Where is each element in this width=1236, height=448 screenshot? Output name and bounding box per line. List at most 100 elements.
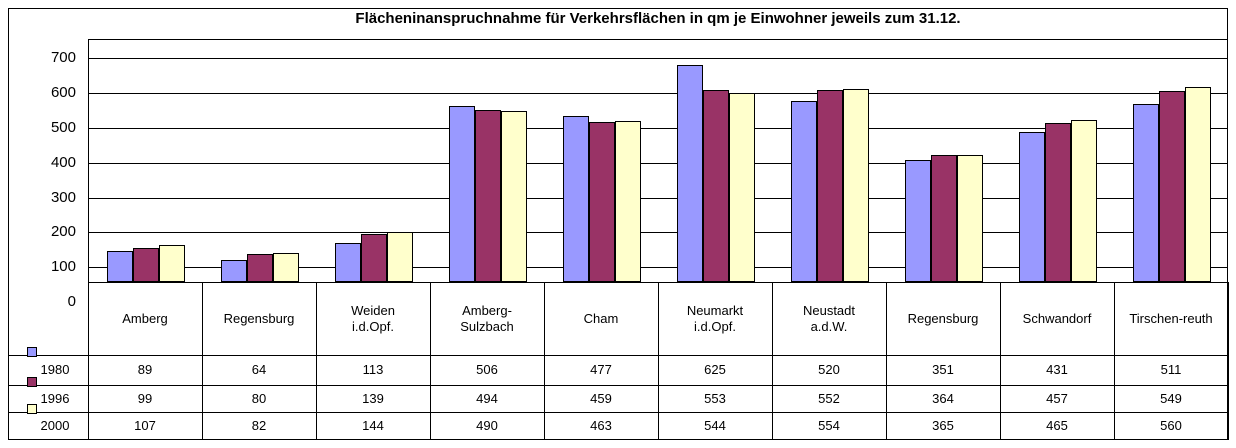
table-value: 477 — [590, 362, 612, 377]
bar — [387, 231, 413, 282]
bar — [677, 64, 703, 282]
table-value: 113 — [362, 362, 384, 377]
bar — [703, 89, 729, 282]
table-value: 490 — [476, 418, 498, 433]
y-tick-label: 500 — [50, 119, 76, 136]
table-value: 506 — [476, 362, 498, 377]
bar — [335, 242, 361, 282]
table-line — [658, 282, 659, 440]
table-value: 553 — [704, 390, 726, 406]
grid-line — [88, 93, 1228, 95]
y-tick-label: 600 — [50, 84, 76, 102]
bar — [159, 244, 185, 282]
table-value: 457 — [1046, 390, 1068, 406]
bar — [133, 247, 159, 282]
table-line — [202, 282, 203, 440]
table-line — [8, 412, 1228, 413]
bar — [1159, 90, 1185, 282]
legend-swatch — [27, 347, 37, 357]
category-label: Regensburg — [907, 311, 979, 326]
table-value: 459 — [590, 390, 612, 406]
legend-swatch — [27, 377, 37, 387]
table-value: 351 — [932, 362, 954, 377]
table-line — [316, 282, 317, 440]
grid-line — [88, 197, 1228, 199]
table-value: 89 — [137, 362, 153, 377]
table-value: 465 — [1046, 418, 1068, 433]
legend-label: 2000 — [40, 418, 70, 433]
table-value: 511 — [1160, 362, 1182, 377]
legend-label: 1996 — [40, 390, 70, 406]
table-line — [1000, 282, 1001, 440]
table-line — [544, 282, 545, 440]
grid-line — [88, 267, 1228, 269]
y-tick-label: 400 — [50, 153, 76, 171]
table-value: 64 — [251, 362, 267, 377]
table-value: 144 — [362, 418, 384, 433]
chart-frame — [8, 8, 1228, 440]
bar — [273, 253, 299, 282]
bar — [1045, 122, 1071, 282]
bar — [1133, 104, 1159, 282]
table-line — [772, 282, 773, 440]
y-tick-label: 700 — [50, 49, 76, 67]
table-value: 80 — [251, 390, 267, 406]
category-label: Amberg- Sulzbach — [460, 303, 514, 334]
bar — [563, 116, 589, 282]
bar — [905, 159, 931, 282]
table-value: 107 — [134, 418, 156, 433]
category-label: Regensburg — [223, 311, 295, 326]
table-value: 494 — [476, 390, 498, 406]
table-value: 365 — [932, 418, 954, 433]
y-tick-label: 0 — [67, 293, 76, 310]
category-label: Weiden i.d.Opf. — [351, 303, 395, 334]
table-value: 625 — [704, 362, 726, 377]
bar — [589, 122, 615, 282]
bar — [475, 110, 501, 282]
table-line — [430, 282, 431, 440]
grid-line — [88, 162, 1228, 164]
bar — [501, 111, 527, 282]
table-line — [8, 355, 1228, 356]
table-value: 364 — [932, 390, 954, 406]
category-label: Schwandorf — [1022, 311, 1092, 326]
legend-swatch — [27, 404, 37, 414]
category-label: Amberg — [122, 311, 168, 326]
bar — [931, 155, 957, 282]
bar — [729, 92, 755, 282]
bar — [843, 89, 869, 282]
table-value: 139 — [362, 390, 384, 406]
table-value: 544 — [704, 418, 726, 433]
table-line — [886, 282, 887, 440]
table-value: 431 — [1046, 362, 1068, 377]
bar — [221, 259, 247, 282]
bar — [1019, 132, 1045, 282]
chart-title: Flächeninanspruchnahme für Verkehrsfläch… — [355, 10, 961, 27]
grid-line — [88, 128, 1228, 129]
bar — [361, 233, 387, 282]
table-value: 82 — [251, 418, 267, 433]
bar — [1071, 120, 1097, 282]
y-axis — [88, 39, 89, 282]
y-tick-label: 200 — [50, 223, 76, 241]
bar — [1185, 87, 1211, 282]
bar — [449, 105, 475, 282]
table-line — [88, 282, 89, 440]
category-label: Cham — [583, 311, 619, 326]
legend-label: 1980 — [40, 362, 70, 377]
table-value: 552 — [818, 390, 840, 406]
y-tick-label: 100 — [50, 258, 76, 276]
table-value: 560 — [1160, 418, 1182, 433]
bar — [615, 120, 641, 282]
table-value: 99 — [137, 390, 153, 406]
plot-top — [88, 39, 1228, 41]
bar — [107, 251, 133, 282]
category-label: Tirschen-reuth — [1129, 311, 1213, 326]
grid-line — [88, 58, 1228, 60]
bar — [791, 101, 817, 282]
category-label: Neumarkt i.d.Opf. — [686, 303, 744, 334]
table-value: 463 — [590, 418, 612, 433]
category-label: Neustadt a.d.W. — [802, 303, 856, 334]
table-value: 520 — [818, 362, 840, 377]
